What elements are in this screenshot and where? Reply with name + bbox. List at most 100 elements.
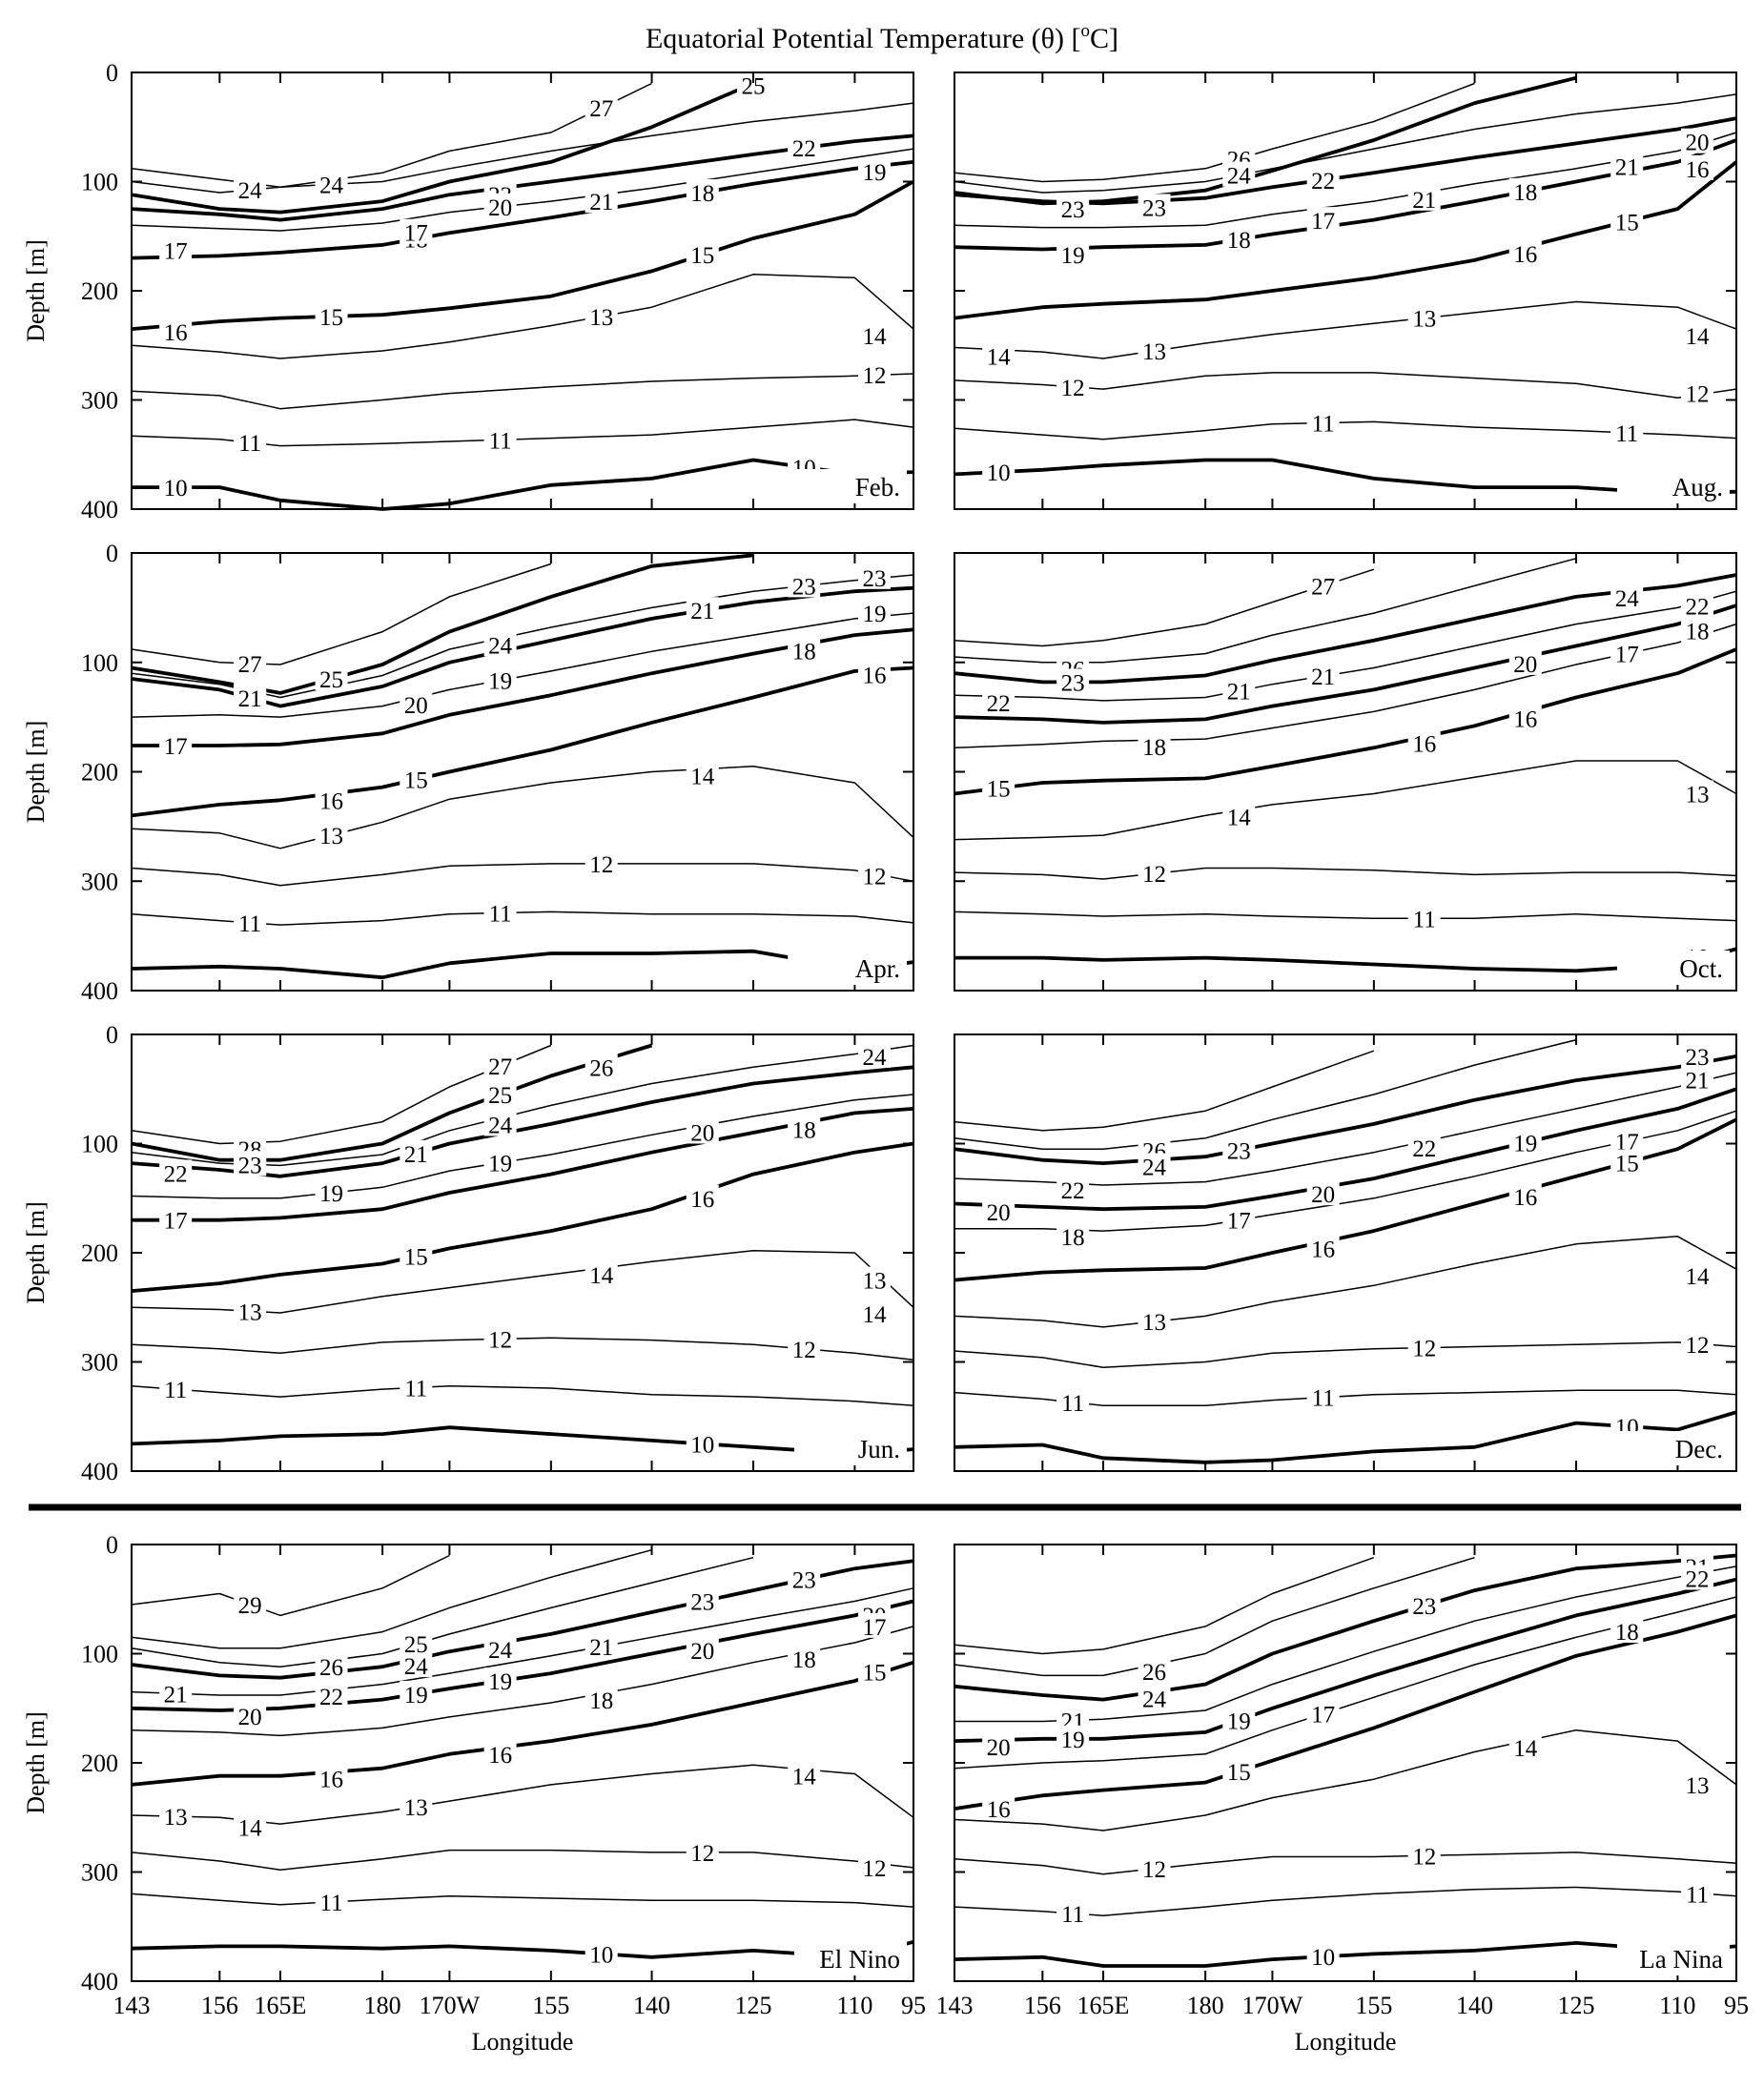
ytick-label: 400 — [81, 496, 118, 523]
contour-27 — [954, 568, 1375, 647]
contour-label-bg — [982, 459, 1015, 484]
panel-feb: 2423221718152724211925202216171814151312… — [22, 59, 914, 523]
contour-label: 15 — [1615, 210, 1639, 235]
contour-label-bg — [1222, 1206, 1256, 1232]
contour-label-bg — [1681, 1066, 1713, 1092]
contour-label-bg — [234, 429, 267, 455]
contour-label-bg — [858, 321, 891, 347]
contour-label: 11 — [1312, 1386, 1335, 1412]
contour-label: 13 — [238, 1299, 262, 1325]
xtick-label: 170W — [420, 1992, 481, 2019]
contour-11 — [954, 911, 1737, 922]
contour-label-bg — [858, 158, 891, 184]
contour-label: 20 — [1686, 131, 1710, 156]
panel-frame — [131, 1033, 914, 1472]
contour-label: 19 — [319, 1181, 343, 1207]
xtick-label: 165E — [1077, 1992, 1130, 2019]
contour-label-bg — [1508, 1733, 1542, 1759]
contour-label: 23 — [792, 1568, 816, 1594]
contour-label: 11 — [164, 1378, 187, 1403]
contour-label-bg — [1138, 1308, 1171, 1334]
contour-label-bg — [1681, 379, 1713, 405]
contour-label: 16 — [164, 320, 188, 346]
y-axis-label: Depth [m] — [22, 721, 50, 824]
contour-label-bg — [1222, 677, 1256, 703]
contour-label: 14 — [1686, 324, 1711, 350]
contour-label-bg — [1407, 1842, 1441, 1868]
contour-label: 27 — [589, 96, 613, 122]
contour-27 — [954, 1050, 1375, 1132]
contour-label-bg — [159, 1206, 193, 1232]
contour-label-bg — [1056, 1900, 1090, 1926]
ytick-label: 0 — [106, 1531, 118, 1559]
contour-label: 11 — [1686, 1882, 1709, 1908]
contour-label-bg — [686, 597, 719, 623]
contour-label: 12 — [1686, 1333, 1710, 1359]
contour-label: 18 — [1615, 1620, 1639, 1646]
contour-12 — [131, 863, 914, 887]
contour-25 — [131, 1043, 653, 1162]
xtick-label: 156 — [1024, 1992, 1061, 2019]
contour-label-bg — [1306, 1700, 1340, 1726]
contour-label: 10 — [987, 460, 1011, 486]
contour-12 — [131, 1849, 914, 1871]
contour-label-bg — [483, 899, 517, 925]
contour-label-bg — [159, 1376, 193, 1402]
contour-label: 18 — [1686, 619, 1710, 645]
figure-title: Equatorial Potential Temperature (θ) [oC… — [646, 21, 1118, 54]
contour-label: 14 — [863, 1302, 888, 1328]
contour-label: 21 — [1686, 1069, 1710, 1095]
contour-label: 21 — [1615, 154, 1639, 180]
contour-11 — [131, 1893, 914, 1908]
contour-label: 20 — [690, 1120, 714, 1146]
contour-label-bg — [1610, 153, 1644, 178]
contour-label: 23 — [863, 566, 887, 592]
contour-label-bg — [1407, 729, 1441, 755]
contour-label-bg — [585, 302, 618, 328]
contour-label-bg — [1681, 154, 1713, 180]
contour-label: 10 — [164, 476, 188, 501]
contour-25 — [954, 1038, 1577, 1150]
panel-label: Dec. — [1675, 1435, 1723, 1463]
contour-label: 23 — [792, 574, 816, 600]
contour-13 — [131, 274, 914, 359]
contour-15 — [954, 1613, 1737, 1811]
contour-label-bg — [686, 1430, 719, 1456]
contour-label: 12 — [863, 363, 887, 389]
contour-label: 22 — [792, 136, 816, 162]
contour-label: 13 — [1412, 307, 1436, 333]
contour-label: 25 — [319, 667, 343, 693]
contour-label-bg — [1407, 185, 1441, 211]
xtick-label: 155 — [1355, 1992, 1392, 2019]
xtick-label: 125 — [1557, 1992, 1594, 2019]
ytick-label: 100 — [81, 1641, 118, 1668]
xtick-label: 165E — [255, 1992, 307, 2019]
contour-label: 23 — [1227, 1138, 1251, 1164]
contour-label-bg — [1138, 733, 1171, 759]
contour-label: 23 — [690, 1590, 714, 1616]
contour-label-bg — [1508, 1183, 1542, 1209]
contour-label: 17 — [164, 1209, 188, 1235]
contour-label-bg — [1407, 905, 1441, 931]
ytick-label: 300 — [81, 1349, 118, 1377]
contour-label: 17 — [164, 734, 188, 760]
contour-label-bg — [1407, 1334, 1441, 1360]
contour-27 — [131, 1044, 552, 1145]
contour-label-bg — [858, 600, 891, 625]
panel-label: Aug. — [1672, 473, 1723, 501]
contour-label-bg — [1681, 592, 1713, 618]
contour-label-bg — [585, 1940, 618, 1966]
contour-label: 24 — [1142, 1687, 1167, 1712]
contour-label: 16 — [1686, 157, 1710, 183]
contour-label: 16 — [488, 1743, 512, 1769]
contour-label: 12 — [1142, 862, 1166, 888]
contour-label-bg — [400, 1630, 433, 1656]
contour-label: 21 — [1227, 680, 1251, 706]
contour-label-bg — [858, 563, 891, 589]
panel-la-nina: 2117182019262124232219171816151413121211… — [936, 1544, 1749, 2056]
contour-label: 14 — [792, 1765, 817, 1790]
contour-label-bg — [1508, 1129, 1542, 1155]
ytick-label: 0 — [106, 540, 118, 567]
contour-label: 13 — [589, 305, 613, 331]
